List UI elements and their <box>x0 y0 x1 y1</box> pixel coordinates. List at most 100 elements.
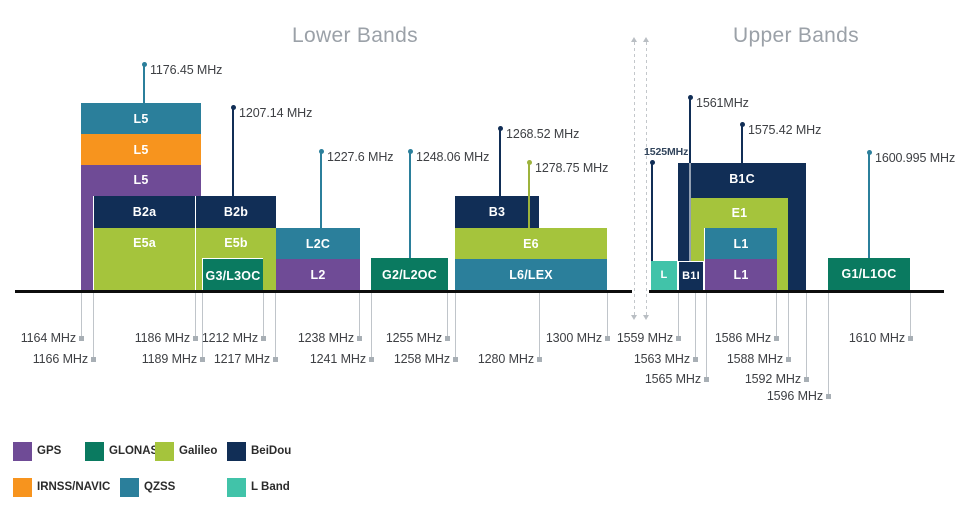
freq-pointer-1248-06-mhz-label: 1248.06 MHz <box>416 150 490 164</box>
band-block-l: L <box>651 261 677 291</box>
freq-pointer-1207-14-mhz-line <box>232 108 234 196</box>
freq-pointer-1278-75-mhz-line <box>528 163 530 228</box>
legend-label-beidou: BeiDou <box>251 445 292 457</box>
freq-pointer-1525mhz-label: 1525MHz <box>644 146 689 158</box>
freq-marker-1238-mhz-square-icon <box>356 336 362 341</box>
freq-marker-1186-mhz-line <box>194 293 196 339</box>
freq-pointer-1561mhz-line <box>689 98 691 163</box>
freq-pointer-1575-42-mhz-dot-icon <box>739 122 745 127</box>
freq-marker-1592-mhz-line <box>805 293 807 380</box>
frequency-axis-baseline <box>649 290 944 293</box>
freq-pointer-1561mhz-dot-icon <box>687 95 693 100</box>
legend-label-irnss-navic: IRNSS/NAVIC <box>37 481 111 493</box>
legend-swatch-glonass-icon <box>85 442 104 461</box>
band-block-l1: L1 <box>704 259 777 291</box>
lower-bands-title: Lower Bands <box>292 24 418 47</box>
band-label: B1C <box>729 172 755 186</box>
freq-pointer-1227-6-mhz-dot-icon <box>318 149 324 154</box>
freq-pointer-1176-45-mhz-label: 1176.45 MHz <box>150 63 223 77</box>
freq-marker-1217-mhz-square-icon <box>272 357 278 362</box>
band-block-l2: L2 <box>276 259 360 291</box>
band-label: B3 <box>488 205 506 219</box>
freq-marker-1563-mhz-line <box>694 293 696 360</box>
freq-marker-1217-mhz-line <box>274 293 276 360</box>
freq-marker-1255-mhz-label: 1255 MHz <box>385 331 442 345</box>
freq-pointer-1575-42-mhz-line <box>741 125 743 163</box>
band-block-g1-l1oc: G1/L1OC <box>828 258 910 290</box>
freq-pointer-1525mhz-line <box>651 163 653 261</box>
band-block-g3-l3oc: G3/L3OC <box>202 258 263 291</box>
band-label: B1I <box>682 270 700 282</box>
freq-marker-1586-mhz-line <box>775 293 777 339</box>
band-label: L1 <box>733 268 749 282</box>
freq-marker-1258-mhz-label: 1258 MHz <box>393 352 450 366</box>
freq-marker-1559-mhz-label: 1559 MHz <box>616 331 673 345</box>
legend-swatch-galileo-icon <box>155 442 174 461</box>
freq-pointer-1525mhz-dot-icon <box>649 160 655 165</box>
freq-pointer-1268-52-mhz-line <box>499 129 501 196</box>
freq-pointer-1176-45-mhz-line <box>143 65 145 103</box>
freq-marker-1212-mhz-label: 1212 MHz <box>201 331 258 345</box>
freq-marker-1241-mhz-square-icon <box>368 357 374 362</box>
band-block-l2c: L2C <box>276 228 360 259</box>
band-block-b3: B3 <box>455 196 539 228</box>
band-label: E1 <box>731 206 748 220</box>
freq-marker-1212-mhz-square-icon <box>260 336 266 341</box>
freq-pointer-1227-6-mhz-line <box>320 152 322 228</box>
freq-marker-1258-mhz-square-icon <box>452 357 458 362</box>
band-block-b2b: B2b <box>195 196 276 228</box>
freq-marker-1189-mhz-label: 1189 MHz <box>141 352 197 366</box>
freq-pointer-1600-995-mhz-label: 1600.995 MHz <box>875 151 956 165</box>
legend-swatch-irnss-navic-icon <box>13 478 32 497</box>
band-label: G3/L3OC <box>205 268 261 283</box>
band-label: E5a <box>133 236 156 250</box>
freq-marker-1280-mhz-square-icon <box>536 357 542 362</box>
freq-marker-1241-mhz-line <box>370 293 372 360</box>
freq-marker-1592-mhz-label: 1592 MHz <box>744 372 801 386</box>
band-block-l5: L5 <box>81 103 201 134</box>
freq-marker-1596-mhz-label: 1596 MHz <box>766 389 823 403</box>
freq-marker-1586-mhz-square-icon <box>773 336 779 341</box>
freq-marker-1300-mhz-line <box>606 293 608 339</box>
freq-marker-1559-mhz-square-icon <box>675 336 681 341</box>
freq-marker-1280-mhz-line <box>538 293 540 360</box>
freq-marker-1588-mhz-line <box>787 293 789 360</box>
freq-marker-1588-mhz-label: 1588 MHz <box>726 352 783 366</box>
axis-break-arrow-down-icon <box>631 315 637 320</box>
freq-marker-1592-mhz-square-icon <box>803 377 809 382</box>
freq-marker-1164-mhz-line <box>80 293 82 339</box>
freq-marker-1563-mhz-square-icon <box>692 357 698 362</box>
band-label: E5b <box>224 236 248 250</box>
band-label: L5 <box>133 173 149 187</box>
band-label: B2a <box>132 205 157 219</box>
band-block-b1i: B1I <box>678 261 704 291</box>
band-block-l1: L1 <box>704 228 777 259</box>
freq-marker-1300-mhz-label: 1300 MHz <box>545 331 602 345</box>
axis-break-arrow-down-icon <box>643 315 649 320</box>
freq-marker-1588-mhz-square-icon <box>785 357 791 362</box>
freq-marker-1565-mhz-line <box>705 293 707 380</box>
freq-marker-1166-mhz-label: 1166 MHz <box>32 352 88 366</box>
freq-marker-1186-mhz-label: 1186 MHz <box>134 331 190 345</box>
freq-marker-1255-mhz-line <box>446 293 448 339</box>
band-block-l5: L5 <box>81 134 201 165</box>
legend-swatch-l-band-icon <box>227 478 246 497</box>
freq-marker-1596-mhz-square-icon <box>825 394 831 399</box>
freq-pointer-1268-52-mhz-dot-icon <box>497 126 503 131</box>
legend-label-glonass: GLONASS <box>109 445 166 457</box>
band-label: E6 <box>523 236 539 251</box>
freq-pointer-1561mhz-line-overlay <box>689 163 691 261</box>
band-label: L5 <box>133 142 149 157</box>
freq-marker-1189-mhz-square-icon <box>199 357 205 362</box>
legend-label-qzss: QZSS <box>144 481 176 493</box>
freq-marker-1238-mhz-label: 1238 MHz <box>297 331 354 345</box>
freq-pointer-1207-14-mhz-label: 1207.14 MHz <box>239 106 313 120</box>
band-label: L6/LEX <box>509 268 553 282</box>
freq-pointer-1227-6-mhz-label: 1227.6 MHz <box>327 150 394 164</box>
legend-label-galileo: Galileo <box>179 445 218 457</box>
band-label: L5 <box>133 111 149 126</box>
freq-pointer-1575-42-mhz-label: 1575.42 MHz <box>748 123 822 137</box>
freq-marker-1586-mhz-label: 1586 MHz <box>714 331 771 345</box>
band-label: G2/L2OC <box>382 267 437 282</box>
freq-marker-1166-mhz-square-icon <box>90 357 96 362</box>
